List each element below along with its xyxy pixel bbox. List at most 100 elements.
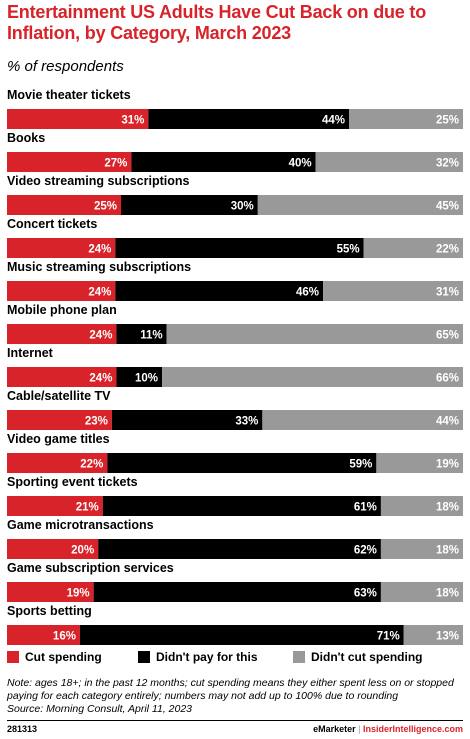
chart-notes: Note: ages 18+; in the past 12 months; c…	[7, 677, 467, 716]
value-label-didn-t-pay-for-this-books: 40%	[289, 158, 312, 170]
bar-didn-t-cut-spending-sporting-event-tickets	[380, 496, 463, 516]
legend-label-didnt-pay: Didn't pay for this	[156, 650, 258, 664]
value-label-cut-spending-mobile-phone-plan: 24%	[89, 330, 112, 342]
value-label-didn-t-pay-for-this-video-game-titles: 59%	[349, 459, 372, 471]
bar-didn-t-pay-for-this-mobile-phone-plan	[116, 324, 167, 344]
bar-didn-t-cut-spending-game-subscription-services	[380, 582, 463, 602]
bar-didn-t-cut-spending-game-microtransactions	[380, 539, 463, 559]
value-label-didn-t-pay-for-this-internet: 10%	[135, 373, 158, 385]
value-label-didn-t-cut-spending-concert-tickets: 22%	[436, 244, 459, 256]
value-label-didn-t-pay-for-this-sporting-event-tickets: 61%	[354, 502, 377, 514]
bar-didn-t-pay-for-this-video-streaming-subscriptions	[121, 195, 258, 215]
value-label-cut-spending-internet: 24%	[89, 373, 112, 385]
bar-didn-t-pay-for-this-sporting-event-tickets	[102, 496, 381, 516]
bar-cut-spending-game-microtransactions	[7, 539, 99, 559]
value-label-didn-t-pay-for-this-music-streaming-subscriptions: 46%	[296, 287, 319, 299]
value-label-didn-t-cut-spending-video-game-titles: 19%	[436, 459, 459, 471]
bar-didn-t-pay-for-this-internet	[116, 367, 163, 387]
category-label-video-game-titles: Video game titles	[7, 432, 110, 446]
footer-brand: eMarketer | InsiderIntelligence.com	[313, 724, 463, 734]
value-label-didn-t-cut-spending-books: 32%	[436, 158, 459, 170]
legend-swatch-didnt-pay	[138, 651, 150, 663]
bar-didn-t-pay-for-this-sports-betting	[79, 625, 404, 645]
value-label-didn-t-cut-spending-game-microtransactions: 18%	[436, 545, 459, 557]
bar-didn-t-pay-for-this-game-microtransactions	[98, 539, 381, 559]
bar-didn-t-cut-spending-video-streaming-subscriptions	[257, 195, 463, 215]
legend-label-cut-spending: Cut spending	[25, 650, 102, 664]
legend-label-didnt-cut: Didn't cut spending	[311, 650, 423, 664]
bar-didn-t-pay-for-this-books	[131, 152, 316, 172]
value-label-cut-spending-music-streaming-subscriptions: 24%	[88, 287, 111, 299]
bar-cut-spending-sporting-event-tickets	[7, 496, 103, 516]
source-text: Source: Morning Consult, April 11, 2023	[7, 703, 193, 715]
category-label-game-subscription-services: Game subscription services	[7, 561, 174, 575]
category-label-internet: Internet	[7, 346, 54, 360]
value-label-didn-t-cut-spending-cable-satellite-tv: 44%	[436, 416, 459, 428]
category-label-game-microtransactions: Game microtransactions	[7, 518, 154, 532]
bar-cut-spending-books	[7, 152, 132, 172]
value-label-didn-t-pay-for-this-mobile-phone-plan: 11%	[140, 330, 162, 342]
category-label-music-streaming-subscriptions: Music streaming subscriptions	[7, 260, 191, 274]
value-label-cut-spending-books: 27%	[104, 158, 127, 170]
value-label-didn-t-pay-for-this-sports-betting: 71%	[377, 631, 400, 643]
chart-id: 281313	[7, 724, 38, 734]
bar-didn-t-cut-spending-books	[315, 152, 463, 172]
value-label-cut-spending-game-microtransactions: 20%	[71, 545, 94, 557]
category-label-cable-satellite-tv: Cable/satellite TV	[7, 389, 111, 403]
value-label-cut-spending-video-streaming-subscriptions: 25%	[94, 201, 117, 213]
category-label-sporting-event-tickets: Sporting event tickets	[7, 475, 138, 489]
bar-cut-spending-mobile-phone-plan	[7, 324, 117, 344]
value-label-didn-t-pay-for-this-concert-tickets: 55%	[337, 244, 360, 256]
category-label-video-streaming-subscriptions: Video streaming subscriptions	[7, 174, 190, 188]
bar-cut-spending-video-streaming-subscriptions	[7, 195, 121, 215]
value-label-didn-t-cut-spending-movie-theater-tickets: 25%	[436, 115, 459, 127]
value-label-cut-spending-video-game-titles: 22%	[80, 459, 103, 471]
bar-cut-spending-internet	[7, 367, 117, 387]
value-label-didn-t-pay-for-this-movie-theater-tickets: 44%	[322, 115, 345, 127]
bar-didn-t-pay-for-this-video-game-titles	[107, 453, 377, 473]
footer-divider	[7, 720, 463, 721]
bar-didn-t-cut-spending-concert-tickets	[363, 238, 463, 258]
note-text: Note: ages 18+; in the past 12 months; c…	[7, 677, 454, 702]
bar-cut-spending-video-game-titles	[7, 453, 108, 473]
bar-didn-t-cut-spending-movie-theater-tickets	[349, 109, 463, 129]
stacked-bar-chart: Movie theater tickets 31% 44% 25% Books 27% 40…	[7, 88, 464, 645]
chart-subtitle: % of respondents	[7, 58, 124, 75]
bar-didn-t-cut-spending-cable-satellite-tv	[262, 410, 463, 430]
brand-emarketer: eMarketer	[313, 724, 356, 734]
value-label-cut-spending-movie-theater-tickets: 31%	[121, 115, 144, 127]
value-label-didn-t-pay-for-this-video-streaming-subscriptions: 30%	[231, 201, 254, 213]
bar-didn-t-cut-spending-video-game-titles	[376, 453, 463, 473]
category-label-concert-tickets: Concert tickets	[7, 217, 97, 231]
category-label-mobile-phone-plan: Mobile phone plan	[7, 303, 117, 317]
bar-didn-t-pay-for-this-cable-satellite-tv	[111, 410, 263, 430]
value-label-cut-spending-sporting-event-tickets: 21%	[76, 502, 99, 514]
value-label-didn-t-cut-spending-game-subscription-services: 18%	[436, 588, 459, 600]
bar-cut-spending-sports-betting	[7, 625, 80, 645]
value-label-didn-t-pay-for-this-game-microtransactions: 62%	[354, 545, 377, 557]
bar-didn-t-pay-for-this-music-streaming-subscriptions	[115, 281, 324, 301]
bar-cut-spending-music-streaming-subscriptions	[7, 281, 116, 301]
bar-didn-t-pay-for-this-concert-tickets	[115, 238, 364, 258]
bar-didn-t-pay-for-this-movie-theater-tickets	[148, 109, 349, 129]
bar-cut-spending-movie-theater-tickets	[7, 109, 149, 129]
category-label-books: Books	[7, 131, 45, 145]
value-label-didn-t-cut-spending-sports-betting: 13%	[436, 631, 459, 643]
bar-cut-spending-concert-tickets	[7, 238, 116, 258]
value-label-didn-t-pay-for-this-cable-satellite-tv: 33%	[235, 416, 258, 428]
bar-didn-t-pay-for-this-game-subscription-services	[93, 582, 381, 602]
chart-title: Entertainment US Adults Have Cut Back on…	[7, 2, 426, 43]
bar-didn-t-cut-spending-music-streaming-subscriptions	[323, 281, 463, 301]
brand-insider-intelligence: InsiderIntelligence.com	[362, 724, 463, 734]
value-label-cut-spending-concert-tickets: 24%	[88, 244, 111, 256]
bar-didn-t-cut-spending-sports-betting	[403, 625, 463, 645]
bar-didn-t-cut-spending-mobile-phone-plan	[166, 324, 463, 344]
category-label-movie-theater-tickets: Movie theater tickets	[7, 88, 131, 102]
value-label-didn-t-cut-spending-sporting-event-tickets: 18%	[436, 502, 459, 514]
value-label-didn-t-cut-spending-mobile-phone-plan: 65%	[436, 330, 459, 342]
legend-swatch-didnt-cut	[293, 651, 305, 663]
value-label-didn-t-cut-spending-video-streaming-subscriptions: 45%	[436, 201, 459, 213]
bar-didn-t-cut-spending-internet	[162, 367, 464, 387]
value-label-didn-t-pay-for-this-game-subscription-services: 63%	[354, 588, 377, 600]
chart-legend: Cut spending Didn't pay for this Didn't …	[7, 649, 467, 665]
